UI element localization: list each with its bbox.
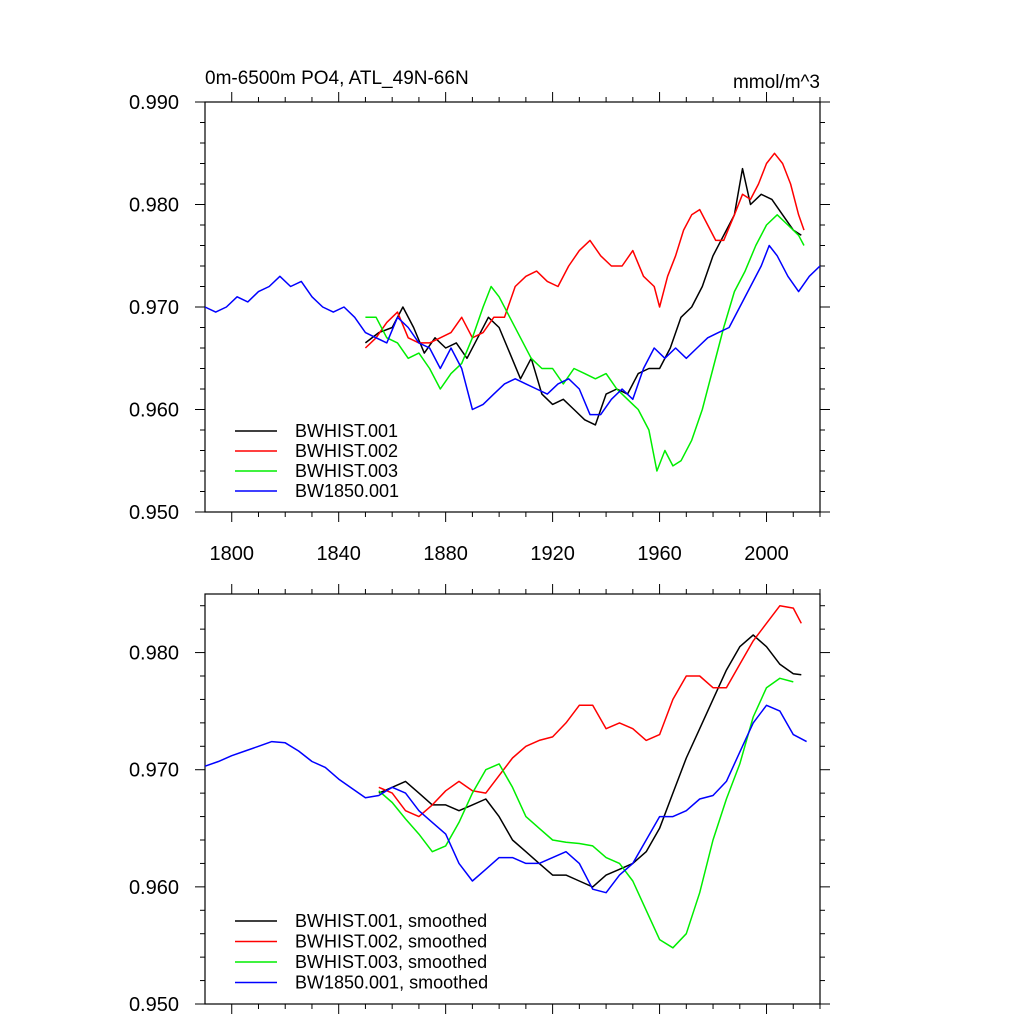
legend-label: BWHIST.002, smoothed [295,932,487,952]
legend-label: BWHIST.003, smoothed [295,952,487,972]
plot-frame [204,593,821,1005]
y-tick-label: 0.980 [129,195,179,217]
x-tick-label: 1960 [637,543,682,565]
series-line [204,704,807,894]
y-tick-label: 0.990 [129,92,179,114]
x-tick-label: 2000 [744,543,789,565]
legend-label: BWHIST.003 [295,461,398,481]
y-tick-label: 0.980 [129,643,179,665]
x-tick-label: 1840 [316,543,361,565]
legend-label: BWHIST.001, smoothed [295,911,487,931]
legend-label: BWHIST.001 [295,421,398,441]
y-tick-label: 0.950 [129,502,179,524]
y-tick-label: 0.950 [129,994,179,1016]
legend-label: BWHIST.002 [295,441,398,461]
series-line [378,677,794,949]
y-tick-label: 0.970 [129,760,179,782]
panel-top: 1800 1840 1880 1920 1960 2000 0.950 0.960 0.970 0… [129,92,830,565]
series-line [378,604,802,818]
x-tick-label: 1920 [530,543,575,565]
legend-label: BW1850.001 [295,481,399,501]
series-line [378,634,802,888]
y-tick-label: 0.970 [129,297,179,319]
y-tick-label: 0.960 [129,400,179,422]
units-label: mmol/m^3 [733,72,820,93]
x-tick-label: 1800 [209,543,254,565]
y-tick-label: 0.960 [129,877,179,899]
series-line [204,244,821,416]
series-line [364,152,805,349]
legend-label: BW1850.001, smoothed [295,973,488,993]
chart-title: 0m-6500m PO4, ATL_49N-66N [205,68,469,89]
series-line [364,167,802,426]
x-tick-label: 1880 [423,543,468,565]
panel-bottom: 0.950 0.960 0.970 0.980 BWHIST.001, smoothed… [129,584,830,1016]
series-line [365,214,805,472]
